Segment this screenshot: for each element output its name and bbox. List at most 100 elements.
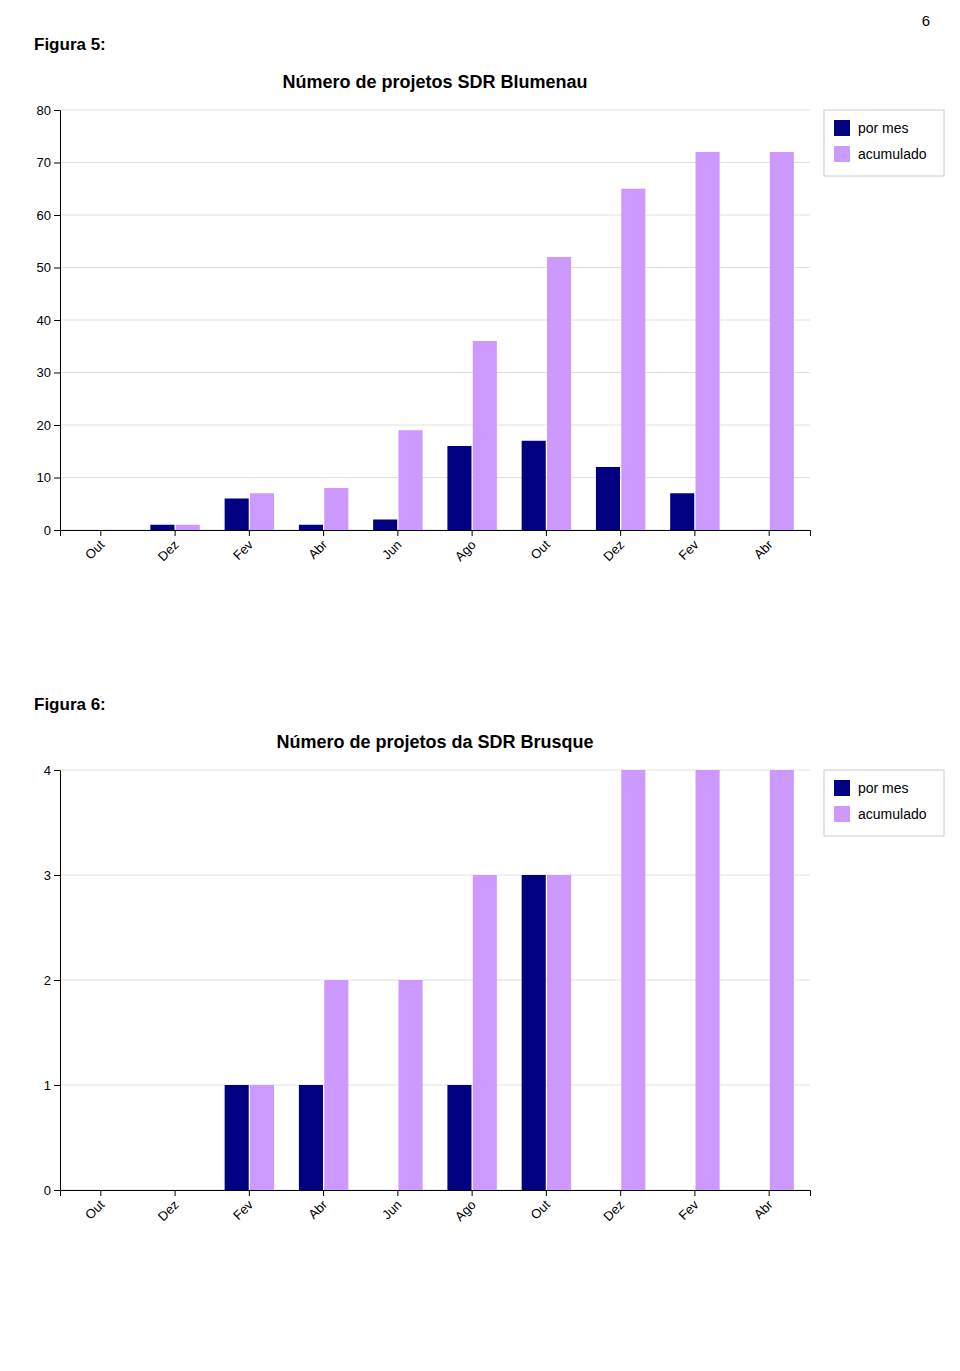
bar	[399, 980, 423, 1190]
tick-label: 1	[44, 1078, 51, 1093]
x-tick: Dez	[155, 530, 182, 564]
legend-frame	[824, 110, 944, 176]
grid	[60, 110, 810, 530]
bar	[447, 446, 471, 530]
bars	[225, 770, 794, 1190]
legend-swatch	[834, 146, 850, 162]
tick-mark	[54, 320, 60, 321]
tick-mark	[100, 530, 101, 536]
chart-title: Número de projetos da SDR Brusque	[276, 732, 593, 752]
bar	[522, 875, 546, 1190]
bar	[101, 1190, 125, 1191]
bar	[225, 1085, 249, 1190]
x-tick: Fev	[676, 530, 702, 563]
tick-label: 80	[37, 103, 51, 118]
tick-mark	[769, 1190, 770, 1196]
tick-label: 50	[37, 260, 51, 275]
bar	[473, 341, 497, 530]
tick-mark	[620, 1190, 621, 1196]
y-tick: 80	[37, 103, 60, 118]
bar	[299, 1085, 323, 1190]
tick-mark	[397, 1190, 398, 1196]
bar	[770, 152, 794, 530]
y-tick: 20	[37, 418, 60, 433]
bar	[76, 530, 100, 531]
tick-mark	[323, 1190, 324, 1196]
y-tick: 30	[37, 365, 60, 380]
tick-label: 0	[44, 523, 51, 538]
bars	[150, 152, 794, 530]
bar	[596, 467, 620, 530]
bar	[696, 770, 720, 1190]
x-tick: Jun	[379, 530, 404, 563]
bar	[324, 488, 348, 530]
chart-title: Número de projetos SDR Blumenau	[282, 72, 587, 92]
tick-label: Dez	[600, 1197, 627, 1224]
y-tick: 10	[37, 470, 60, 485]
bar	[547, 875, 571, 1190]
y-tick: 0	[44, 523, 60, 538]
tick-mark	[620, 530, 621, 536]
legend-swatch	[834, 780, 850, 796]
y-tick: 40	[37, 313, 60, 328]
bar	[373, 1190, 397, 1191]
bar	[150, 1190, 174, 1191]
x-tick: Fev	[230, 1190, 256, 1223]
y-tick: 70	[37, 155, 60, 170]
bar	[696, 152, 720, 530]
bar	[373, 520, 397, 531]
tick-label: Fev	[230, 537, 256, 563]
bar	[76, 1190, 100, 1191]
y-tick: 50	[37, 260, 60, 275]
tick-mark	[323, 530, 324, 536]
tick-mark	[472, 1190, 473, 1196]
tick-mark	[769, 530, 770, 536]
tick-mark	[546, 530, 547, 536]
bar	[473, 875, 497, 1190]
bar	[250, 493, 274, 530]
x-tick: Out	[528, 1190, 554, 1223]
x-tick: Dez	[600, 530, 627, 564]
axis-domain	[61, 531, 811, 537]
bar	[670, 1190, 694, 1191]
tick-label: Dez	[155, 1197, 182, 1224]
tick-label: 0	[44, 1183, 51, 1198]
page: 6Figura 5:Número de projetos SDR Blumena…	[0, 0, 960, 1371]
tick-label: Jun	[379, 537, 404, 562]
bar	[225, 499, 249, 531]
legend-label: acumulado	[858, 806, 927, 822]
tick-label: 70	[37, 155, 51, 170]
tick-label: Abr	[751, 1197, 776, 1222]
legend-swatch	[834, 120, 850, 136]
axis-domain	[54, 771, 61, 1191]
bar	[770, 770, 794, 1190]
tick-mark	[54, 1085, 60, 1086]
tick-mark	[249, 530, 250, 536]
bar	[176, 1190, 200, 1191]
series-1	[176, 152, 794, 530]
bar	[522, 441, 546, 530]
tick-label: 2	[44, 973, 51, 988]
tick-mark	[54, 268, 60, 269]
tick-label: 40	[37, 313, 51, 328]
chart-0: Figura 5: Número de projetos SDR Blumenau…	[34, 35, 944, 564]
tick-label: 4	[44, 763, 51, 778]
x-tick: Dez	[600, 1190, 627, 1224]
bar	[399, 430, 423, 530]
tick-label: Abr	[305, 1197, 330, 1222]
x-tick: Abr	[751, 530, 776, 562]
tick-label: 10	[37, 470, 51, 485]
figure-label: Figura 6:	[34, 695, 106, 714]
tick-mark	[54, 875, 60, 876]
bar	[744, 530, 768, 531]
axis-domain	[61, 1191, 811, 1197]
y-tick: 2	[44, 973, 60, 988]
tick-mark	[397, 530, 398, 536]
y-tick: 60	[37, 208, 60, 223]
tick-label: Fev	[676, 1197, 702, 1223]
bar	[324, 980, 348, 1190]
legend-item: acumulado	[834, 806, 927, 822]
tick-label: Dez	[155, 537, 182, 564]
figure-label: Figura 5:	[34, 35, 106, 54]
x-tick: Out	[528, 530, 554, 563]
